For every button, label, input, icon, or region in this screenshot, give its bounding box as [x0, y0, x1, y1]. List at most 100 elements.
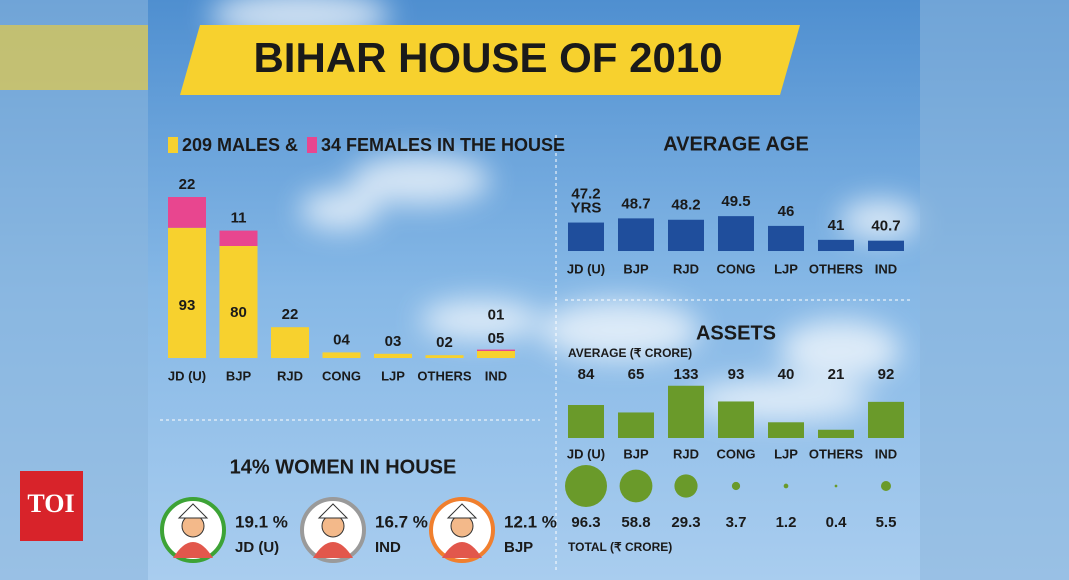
value-label: 93 — [179, 297, 196, 314]
bar-segment — [425, 355, 464, 358]
value-label: 48.2 — [671, 197, 700, 214]
value-label: 05 — [488, 330, 505, 347]
value-label: 16.7 % — [375, 512, 428, 531]
bubble — [834, 484, 838, 488]
x-tick-label: RJD — [277, 368, 303, 383]
logo: TOI — [27, 489, 74, 518]
bar — [568, 405, 604, 438]
logo-box — [20, 471, 83, 541]
bar — [868, 401, 904, 438]
x-tick-label: CONG — [322, 368, 361, 383]
bar-segment — [477, 349, 515, 351]
value-label: 01 — [488, 307, 505, 324]
value-label: 93 — [728, 366, 745, 383]
right-blur-panel — [920, 0, 1069, 580]
x-tick-label: OTHERS — [809, 261, 864, 276]
icon-cap — [177, 503, 209, 519]
blur-banner — [0, 25, 148, 90]
category-label: JD (U) — [235, 539, 279, 556]
x-tick-label: LJP — [774, 261, 798, 276]
x-tick-label: BJP — [623, 446, 649, 461]
bar-segment — [477, 351, 515, 358]
value-label: 19.1 % — [235, 512, 288, 531]
bubble — [783, 483, 789, 489]
x-tick-label: LJP — [381, 368, 405, 383]
chart-subtitle: AVERAGE (₹ CRORE) — [568, 346, 692, 360]
value-label: 47.2 YRS — [571, 186, 602, 217]
bar — [868, 240, 904, 251]
x-tick-label: IND — [875, 261, 897, 276]
legend-label: 209 MALES & — [182, 135, 298, 155]
icon-body — [313, 542, 353, 558]
bubble — [619, 469, 653, 503]
value-label: 46 — [778, 203, 795, 220]
value-label: 65 — [628, 366, 645, 383]
bar-segment — [271, 327, 309, 358]
value-label: 40.7 — [871, 218, 900, 235]
x-tick-label: OTHERS — [417, 368, 472, 383]
x-tick-label: CONG — [717, 261, 756, 276]
value-label: 41 — [828, 217, 845, 234]
bubble — [731, 481, 741, 491]
icon-body — [173, 542, 213, 558]
bar — [718, 401, 754, 438]
x-tick-label: BJP — [226, 368, 252, 383]
legend-swatch — [168, 137, 178, 153]
legend-swatch — [307, 137, 317, 153]
x-tick-label: BJP — [623, 261, 649, 276]
category-label: IND — [375, 539, 401, 556]
value-label: 12.1 % — [504, 512, 557, 531]
chart-title: AVERAGE AGE — [663, 133, 809, 155]
chart-title: ASSETS — [696, 322, 776, 344]
bar — [618, 218, 654, 251]
bar — [568, 222, 604, 251]
label-line: 47.2 — [571, 186, 600, 203]
x-tick-label: JD (U) — [168, 368, 206, 383]
value-label: 80 — [230, 304, 247, 321]
value-label: 02 — [436, 334, 453, 351]
legend-label: 34 FEMALES IN THE HOUSE — [321, 135, 565, 155]
icon-body — [442, 542, 482, 558]
bubble — [565, 465, 607, 507]
bubble — [674, 474, 698, 498]
icon-cap — [446, 503, 478, 519]
category-label: BJP — [504, 539, 533, 556]
value-label: 96.3 — [571, 514, 600, 531]
value-label: 21 — [828, 366, 845, 383]
bar — [718, 216, 754, 251]
bar — [768, 422, 804, 438]
value-label: 58.8 — [621, 514, 650, 531]
icon-cap — [317, 503, 349, 519]
value-label: 133 — [673, 366, 698, 383]
x-tick-label: LJP — [774, 446, 798, 461]
bar — [818, 429, 854, 438]
value-label: 29.3 — [671, 514, 700, 531]
chart-title: 14% WOMEN IN HOUSE — [230, 456, 457, 478]
bar-segment — [374, 353, 412, 358]
x-tick-label: RJD — [673, 446, 699, 461]
label-line: YRS — [571, 200, 602, 217]
x-tick-label: JD (U) — [567, 261, 605, 276]
value-label: 3.7 — [726, 514, 747, 531]
value-label: 49.5 — [721, 193, 750, 210]
x-tick-label: IND — [875, 446, 897, 461]
value-label: 40 — [778, 366, 795, 383]
bar-segment — [219, 230, 258, 246]
bar — [668, 385, 704, 438]
bubble — [880, 480, 892, 492]
value-label: 92 — [878, 366, 895, 383]
x-tick-label: CONG — [717, 446, 756, 461]
value-label: 48.7 — [621, 195, 650, 212]
bar — [818, 239, 854, 251]
x-tick-label: JD (U) — [567, 446, 605, 461]
value-label: 04 — [333, 331, 350, 348]
bar-segment — [168, 197, 206, 228]
chart-subtitle: TOTAL (₹ CRORE) — [568, 540, 672, 554]
bar-segment — [219, 246, 258, 358]
value-label: 5.5 — [876, 514, 897, 531]
value-label: 22 — [179, 176, 196, 193]
value-label: 03 — [385, 333, 402, 350]
x-tick-label: IND — [485, 368, 507, 383]
value-label: 0.4 — [826, 514, 848, 531]
